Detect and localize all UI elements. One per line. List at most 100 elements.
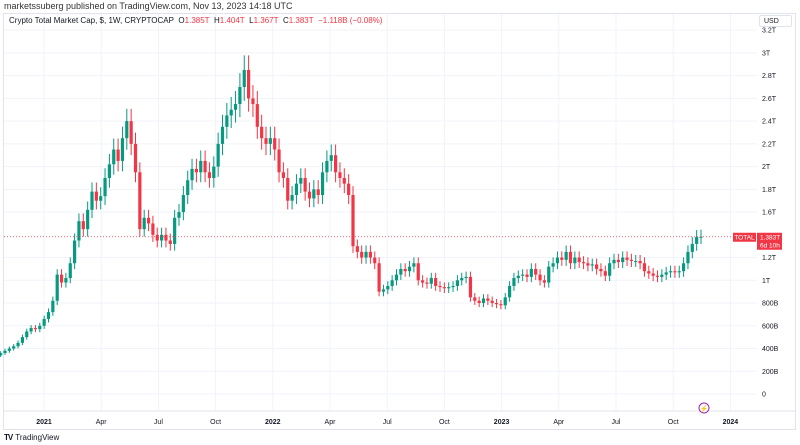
candle-down	[625, 257, 629, 260]
candle-down	[360, 251, 364, 258]
candle-down	[273, 138, 277, 150]
candle-down	[146, 217, 151, 224]
candle-up	[564, 251, 568, 260]
candle-down	[316, 189, 320, 196]
candle-down	[586, 263, 590, 266]
candle-up	[481, 298, 486, 304]
candle-down	[251, 98, 255, 105]
candle-up	[73, 240, 77, 264]
y-tick-label: 2.4T	[762, 119, 777, 126]
candle-up	[390, 280, 394, 286]
candle-down	[33, 328, 38, 330]
candle-up	[451, 285, 455, 288]
candle-up	[547, 266, 551, 283]
candle-up	[677, 271, 681, 273]
candle-down	[194, 168, 198, 173]
candle-up	[686, 251, 690, 264]
candle-down	[255, 104, 259, 127]
symbol-title[interactable]: Crypto Total Market Cap, $, 1W, CRYPTOCA…	[9, 16, 174, 25]
candle-down	[490, 300, 494, 304]
candle-up	[107, 164, 111, 178]
candle-up	[634, 260, 638, 262]
candle-down	[442, 287, 446, 289]
candle-up	[455, 280, 459, 286]
chart-frame[interactable]	[3, 13, 796, 430]
candle-up	[12, 346, 16, 349]
candle-up	[521, 274, 525, 276]
candle-down	[638, 260, 642, 264]
candle-up	[99, 196, 103, 201]
candle-up	[3, 350, 7, 354]
candle-down	[307, 191, 312, 199]
candle-up	[7, 348, 11, 351]
candle-down	[264, 138, 268, 144]
currency-button[interactable]: USD	[759, 15, 792, 27]
candle-down	[129, 121, 133, 144]
candle-down	[499, 304, 503, 306]
symbol-tag	[733, 232, 756, 242]
candle-up	[503, 297, 507, 306]
x-tick-label: 2024	[723, 419, 739, 426]
candle-down	[603, 271, 607, 276]
high-label: H	[214, 16, 220, 25]
candle-up	[160, 234, 164, 241]
x-tick-label: Apr	[325, 419, 337, 426]
candle-down	[281, 172, 285, 178]
candle-down	[155, 234, 159, 241]
candle-up	[229, 109, 233, 116]
close-value: 1.383T	[288, 16, 314, 25]
candle-down	[599, 268, 603, 272]
candle-up	[64, 278, 68, 283]
candle-up	[112, 149, 116, 165]
candle-down	[581, 262, 586, 264]
y-tick-label: 2T	[762, 164, 771, 171]
price-tag-value: 1.383T	[760, 234, 780, 241]
symbol-tag-label: TOTAL	[734, 234, 755, 241]
candle-up	[216, 143, 220, 167]
candle-up	[142, 217, 146, 230]
candle-up	[394, 274, 399, 281]
candle-up	[268, 138, 272, 144]
tradingview-logo-icon: TV	[4, 433, 13, 442]
candle-down	[542, 280, 546, 283]
candle-down	[133, 143, 138, 173]
candle-up	[612, 259, 616, 264]
candle-down	[342, 177, 346, 184]
candle-up	[590, 264, 594, 266]
candle-up	[0, 353, 3, 356]
candle-down	[355, 246, 359, 252]
candle-up	[699, 236, 703, 238]
lightning-icon: ⚡	[700, 404, 709, 413]
close-label: C	[282, 16, 289, 25]
candle-up	[660, 274, 664, 277]
candle-down	[560, 257, 564, 260]
candle-up	[186, 180, 190, 196]
candle-up	[412, 263, 416, 267]
candle-up	[51, 300, 55, 313]
candle-up	[682, 263, 686, 272]
candle-down	[260, 126, 264, 139]
candle-up	[220, 126, 225, 144]
low-value: 1.367T	[253, 16, 279, 25]
candle-down	[116, 149, 120, 161]
x-tick-label: 2023	[494, 419, 510, 426]
candle-down	[303, 177, 307, 192]
candle-up	[464, 276, 468, 279]
x-tick-label: Oct	[439, 419, 450, 426]
candle-up	[77, 221, 81, 241]
candle-down	[577, 257, 581, 263]
x-tick-label: 2021	[36, 419, 52, 426]
candle-down	[647, 271, 651, 274]
candle-up	[429, 278, 433, 284]
candle-down	[538, 274, 542, 281]
candle-up	[381, 289, 386, 292]
footer-brand[interactable]: TradingView	[15, 433, 60, 442]
y-tick-label: 3.2T	[762, 28, 777, 35]
candle-up	[325, 160, 329, 173]
y-tick-label: 200B	[762, 369, 779, 376]
open-value: 1.385T	[184, 16, 210, 25]
event-lightning-icon[interactable]	[698, 402, 710, 414]
candle-down	[403, 268, 407, 272]
x-tick-label: Jul	[383, 419, 392, 426]
